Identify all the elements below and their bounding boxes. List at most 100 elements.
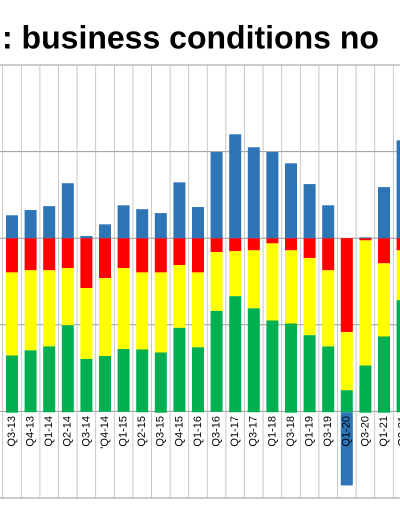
bar-segment xyxy=(285,323,297,413)
bar-segment xyxy=(322,205,335,239)
x-tick-label: Q1-20 xyxy=(341,416,353,447)
bar-segment xyxy=(24,350,37,413)
bar-segment xyxy=(24,238,37,271)
bar-segment xyxy=(192,347,204,413)
bar-segment xyxy=(229,134,242,239)
bar-segment xyxy=(303,238,316,259)
bar-segment xyxy=(378,238,390,264)
bar-segment xyxy=(396,238,400,251)
bar-segment xyxy=(340,412,353,486)
bar-segment xyxy=(303,335,316,413)
bar-segment xyxy=(396,250,400,301)
x-tick-label: Q1-14 xyxy=(43,416,55,447)
bar-segment xyxy=(192,207,204,239)
x-tick-label: Q3-16 xyxy=(211,416,223,447)
x-tick-label: Q4-13 xyxy=(25,416,37,447)
bar-segment xyxy=(322,270,335,347)
x-tick-label: Q4-15 xyxy=(173,416,185,447)
x-tick-label: Q3-17 xyxy=(248,416,260,447)
bar-segment xyxy=(80,238,93,288)
bar-segment xyxy=(80,359,93,412)
bar-segment xyxy=(378,263,390,337)
bar-segment xyxy=(266,320,279,413)
x-tick-label: Q3-13 xyxy=(6,416,18,447)
bar-segment xyxy=(136,209,149,239)
bar-segment xyxy=(396,300,400,413)
bar-segment xyxy=(359,237,372,239)
bar-segment xyxy=(266,152,279,239)
bar-segment xyxy=(24,210,37,239)
x-tick-label: Q2-15 xyxy=(136,416,148,447)
bar-segment xyxy=(359,240,372,366)
bar-segment xyxy=(43,238,56,271)
bar-segment xyxy=(117,238,130,269)
bar-segment xyxy=(61,238,74,269)
bar-segment xyxy=(173,182,186,239)
bar-segment xyxy=(43,206,56,239)
bar-segment xyxy=(136,349,149,413)
bar-segment xyxy=(154,238,167,273)
bar-segment xyxy=(6,215,18,239)
x-tick-label: Q3-19 xyxy=(322,416,334,447)
bar-segment xyxy=(378,187,390,239)
bar-segment xyxy=(154,213,167,239)
x-tick-label: Q3-15 xyxy=(155,416,167,447)
bar-segment xyxy=(99,278,111,356)
x-tick-label: 'Q4-14 xyxy=(99,416,111,449)
bar-segment xyxy=(99,238,111,279)
x-tick-label: Q1-17 xyxy=(229,416,241,447)
x-tick-label: Q1-16 xyxy=(192,416,204,447)
bar-segment xyxy=(340,390,353,413)
x-tick-label: Q3-14 xyxy=(80,416,92,447)
bar-segment xyxy=(359,238,372,241)
x-tick-label: Q3-18 xyxy=(285,416,297,447)
bar-segment xyxy=(210,238,223,253)
bar-segment xyxy=(192,238,204,273)
bar-segment xyxy=(266,238,279,244)
bar-segment xyxy=(340,332,353,391)
bar-segment xyxy=(229,238,242,252)
bar-segment xyxy=(43,346,56,413)
bar-segment xyxy=(43,270,56,347)
bar-segment xyxy=(61,325,74,413)
bar-segment xyxy=(6,238,18,273)
bar-segment xyxy=(396,140,400,239)
bar-segment xyxy=(378,336,390,413)
bar-segment xyxy=(359,365,372,413)
bar-segment xyxy=(340,238,353,333)
x-tick-label: Q1-21 xyxy=(378,416,390,447)
bar-segment xyxy=(117,205,130,239)
bar-segment xyxy=(210,152,223,239)
x-tick-label: Q1-18 xyxy=(266,416,278,447)
bar-segment xyxy=(285,250,297,324)
bar-segment xyxy=(173,238,186,266)
bar-segment xyxy=(80,236,93,239)
bar-segment xyxy=(192,272,204,348)
x-tick-label: Q2-14 xyxy=(62,416,74,447)
x-tick-label: Q3-21 xyxy=(397,416,400,447)
bar-segment xyxy=(303,258,316,336)
bar-segment xyxy=(322,346,335,413)
bar-segment xyxy=(99,355,111,412)
bar-segment xyxy=(322,238,335,271)
bar-segment xyxy=(247,238,260,251)
bar-segment xyxy=(6,355,18,413)
bar-segment xyxy=(136,272,149,350)
bar-segment xyxy=(210,310,223,412)
bar-segment xyxy=(173,327,186,412)
bar-segment xyxy=(285,238,297,251)
bar-segment xyxy=(247,250,260,309)
bar-segment xyxy=(154,352,167,413)
bar-segment xyxy=(154,272,167,353)
bar-segment xyxy=(61,268,74,326)
bar-segment xyxy=(136,238,149,273)
bar-segment xyxy=(80,287,93,360)
bar-segment xyxy=(99,224,111,239)
bar-segment xyxy=(173,265,186,328)
bar-segment xyxy=(210,252,223,311)
bar-segment xyxy=(285,163,297,239)
bar-segment xyxy=(247,147,260,239)
bar-segment xyxy=(24,270,37,351)
bar-segment xyxy=(117,349,130,412)
